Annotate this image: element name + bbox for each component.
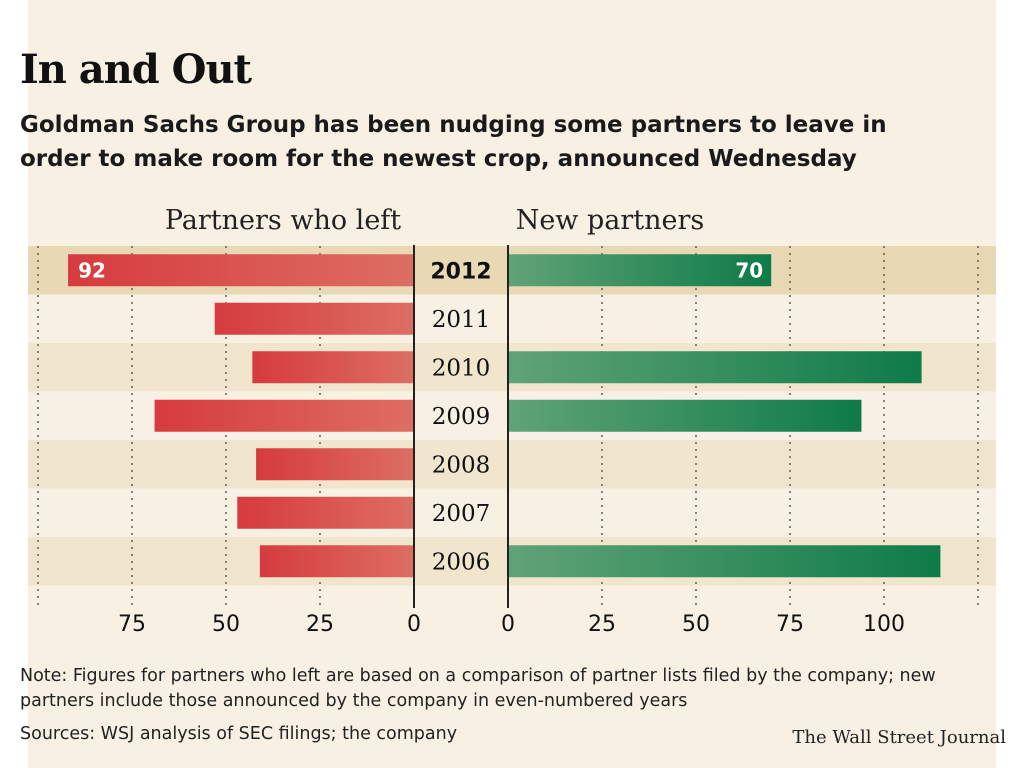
tick-right-0: 0: [501, 612, 515, 637]
row-band-2008: [28, 440, 996, 489]
publisher-credit: The Wall Street Journal: [792, 727, 1006, 748]
data-label-right-2012: 70: [735, 258, 763, 282]
bar-left-2008: [256, 448, 414, 481]
bar-right-2006: [508, 545, 941, 578]
bar-left-2010: [252, 351, 414, 384]
tick-left-75: 75: [118, 612, 146, 637]
tick-right-25: 25: [588, 612, 616, 637]
year-label-2006: 2006: [432, 549, 491, 575]
bar-left-2006: [259, 545, 414, 578]
bar-left-2007: [237, 496, 414, 529]
year-label-2009: 2009: [432, 404, 491, 430]
tick-right-75: 75: [776, 612, 804, 637]
bar-left-2011: [214, 302, 414, 335]
bar-left-2009: [154, 399, 414, 432]
chart-subtitle: Goldman Sachs Group has been nudging som…: [20, 112, 887, 172]
bar-right-2012: [508, 254, 772, 287]
tick-right-100: 100: [863, 612, 905, 637]
right-series-header: New partners: [516, 205, 705, 236]
chart-title: In and Out: [20, 46, 252, 93]
year-label-2011: 2011: [432, 307, 491, 333]
tick-left-50: 50: [212, 612, 240, 637]
axis-ticks: 75 50 25 0 0 25 50 75 100: [118, 612, 905, 637]
bar-chart: Partners who left New partners 92 70 2012…: [28, 205, 996, 637]
chart-sources: Sources: WSJ analysis of SEC filings; th…: [20, 724, 458, 744]
year-label-2010: 2010: [432, 355, 491, 381]
bars: 92 70: [68, 254, 941, 578]
tick-right-50: 50: [682, 612, 710, 637]
bar-right-2010: [508, 351, 922, 384]
chart-note: Note: Figures for partners who left are …: [20, 666, 936, 711]
bar-left-2012: [68, 254, 414, 287]
year-labels: 2012 2011 2010 2009 2008 2007 2006: [430, 259, 491, 575]
bar-right-2009: [508, 399, 862, 432]
tick-left-0: 0: [407, 612, 421, 637]
left-series-header: Partners who left: [165, 205, 401, 236]
data-label-left-2012: 92: [78, 258, 106, 282]
tick-left-25: 25: [306, 612, 334, 637]
year-label-2012: 2012: [430, 259, 491, 284]
year-label-2007: 2007: [432, 501, 491, 527]
year-label-2008: 2008: [432, 452, 491, 478]
